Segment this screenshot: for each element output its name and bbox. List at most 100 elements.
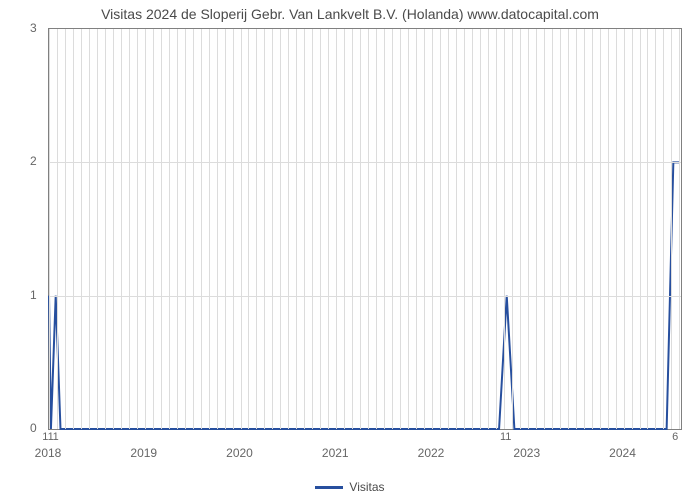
gridline-v	[209, 29, 210, 429]
gridline-v	[520, 29, 521, 429]
gridline-v	[248, 29, 249, 429]
gridline-v	[121, 29, 122, 429]
gridline-h	[49, 296, 681, 297]
gridline-v	[464, 29, 465, 429]
gridline-v	[264, 29, 265, 429]
gridline-v	[456, 29, 457, 429]
gridline-v	[528, 29, 529, 429]
gridline-v	[584, 29, 585, 429]
x-tick-label: 2022	[418, 446, 445, 460]
gridline-v	[280, 29, 281, 429]
gridline-v	[233, 29, 234, 429]
gridline-v	[408, 29, 409, 429]
x-tick-label: 2024	[609, 446, 636, 460]
gridline-v	[161, 29, 162, 429]
gridline-v	[65, 29, 66, 429]
gridline-v	[304, 29, 305, 429]
gridline-v	[568, 29, 569, 429]
gridline-v	[241, 29, 242, 429]
y-tick-label: 1	[30, 288, 37, 302]
gridline-v	[392, 29, 393, 429]
gridline-v	[512, 29, 513, 429]
gridline-v	[432, 29, 433, 429]
gridline-v	[57, 29, 58, 429]
gridline-v	[193, 29, 194, 429]
gridline-v	[632, 29, 633, 429]
gridline-v	[496, 29, 497, 429]
gridline-v	[153, 29, 154, 429]
gridline-v	[552, 29, 553, 429]
gridline-v	[137, 29, 138, 429]
y-tick-label: 3	[30, 21, 37, 35]
x-tick-label: 2019	[130, 446, 157, 460]
gridline-v	[272, 29, 273, 429]
gridline-v	[185, 29, 186, 429]
gridline-v	[384, 29, 385, 429]
gridline-v	[376, 29, 377, 429]
gridline-v	[320, 29, 321, 429]
gridline-v	[312, 29, 313, 429]
x-tick-label: 2020	[226, 446, 253, 460]
gridline-v	[440, 29, 441, 429]
gridline-v	[576, 29, 577, 429]
gridline-v	[679, 29, 680, 429]
x-tick-label: 2023	[513, 446, 540, 460]
gridline-v	[344, 29, 345, 429]
y-tick-label: 2	[30, 154, 37, 168]
gridline-v	[169, 29, 170, 429]
plot-area	[48, 28, 682, 430]
x-tick-label: 2018	[35, 446, 62, 460]
gridline-v	[360, 29, 361, 429]
gridline-v	[480, 29, 481, 429]
gridline-v	[73, 29, 74, 429]
gridline-v	[488, 29, 489, 429]
gridline-v	[296, 29, 297, 429]
gridline-v	[608, 29, 609, 429]
chart-title: Visitas 2024 de Sloperij Gebr. Van Lankv…	[0, 6, 700, 22]
gridline-v	[560, 29, 561, 429]
point-label: 1	[53, 431, 59, 443]
gridline-v	[336, 29, 337, 429]
gridline-h	[49, 162, 681, 163]
gridline-v	[97, 29, 98, 429]
gridline-v	[352, 29, 353, 429]
gridline-v	[288, 29, 289, 429]
gridline-v	[256, 29, 257, 429]
gridline-v	[81, 29, 82, 429]
gridline-v	[105, 29, 106, 429]
gridline-v	[671, 29, 672, 429]
legend-label: Visitas	[349, 480, 384, 494]
gridline-v	[544, 29, 545, 429]
gridline-v	[448, 29, 449, 429]
gridline-v	[424, 29, 425, 429]
gridline-v	[647, 29, 648, 429]
legend-swatch	[315, 486, 343, 489]
gridline-v	[416, 29, 417, 429]
gridline-v	[177, 29, 178, 429]
y-tick-label: 0	[30, 421, 37, 435]
gridline-v	[616, 29, 617, 429]
gridline-v	[201, 29, 202, 429]
gridline-v	[225, 29, 226, 429]
gridline-v	[145, 29, 146, 429]
gridline-v	[472, 29, 473, 429]
gridline-v	[129, 29, 130, 429]
point-label: 11	[500, 431, 511, 443]
gridline-v	[655, 29, 656, 429]
gridline-v	[504, 29, 505, 429]
gridline-v	[400, 29, 401, 429]
gridline-v	[89, 29, 90, 429]
gridline-v	[368, 29, 369, 429]
gridline-v	[624, 29, 625, 429]
gridline-v	[328, 29, 329, 429]
gridline-v	[663, 29, 664, 429]
gridline-v	[113, 29, 114, 429]
legend: Visitas	[0, 480, 700, 494]
x-tick-label: 2021	[322, 446, 349, 460]
gridline-v	[49, 29, 50, 429]
gridline-v	[600, 29, 601, 429]
gridline-v	[217, 29, 218, 429]
point-label: 6	[672, 431, 678, 443]
gridline-v	[592, 29, 593, 429]
gridline-v	[536, 29, 537, 429]
